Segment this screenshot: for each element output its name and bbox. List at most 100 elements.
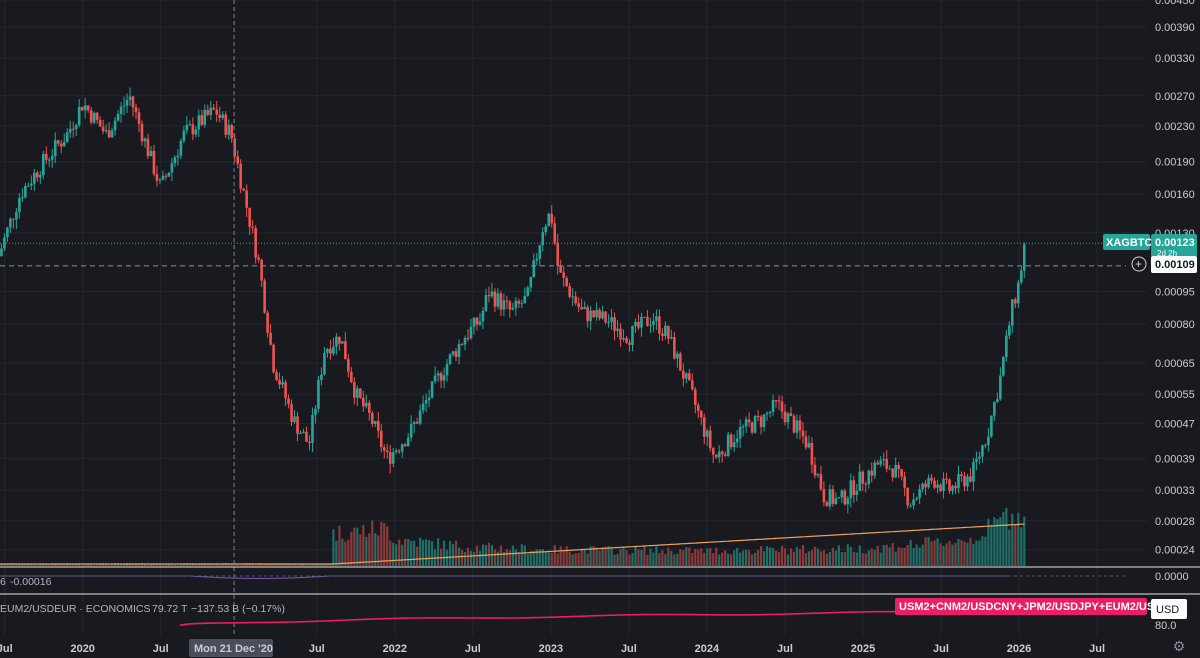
volume-bar	[466, 547, 470, 566]
volume-bar	[230, 564, 233, 566]
volume-bar	[936, 538, 939, 566]
candle-body	[412, 422, 416, 425]
volume-bar	[538, 549, 541, 566]
candle-body	[290, 403, 293, 423]
gear-icon[interactable]: ⚙	[1172, 638, 1186, 654]
plus-icon[interactable]: +	[1135, 257, 1142, 271]
volume-bar	[879, 552, 882, 566]
candle-body	[119, 106, 123, 115]
candle-body	[738, 426, 742, 439]
volume-bar	[179, 564, 182, 566]
candle-body	[604, 311, 607, 323]
candle-body	[574, 296, 577, 304]
candle-body	[496, 293, 500, 307]
volume-bar	[912, 548, 915, 566]
currency-badge-bg[interactable]	[1151, 599, 1187, 619]
volume-bar	[206, 564, 209, 566]
candle-body	[47, 159, 51, 161]
y-tick-label: 0.00065	[1155, 358, 1195, 370]
volume-bar	[508, 550, 511, 566]
volume-bar	[664, 554, 667, 566]
volume-bar	[96, 564, 99, 566]
candle-body	[1022, 244, 1026, 271]
volume-bar	[966, 542, 969, 566]
time-axis[interactable]: Jul 2020 Jul Jul 2022 Jul 2023 Jul 2024 Jul 2025 Ju…	[0, 643, 1105, 655]
candle-body	[538, 245, 542, 259]
candle-body	[819, 474, 823, 490]
volume-bar	[107, 564, 111, 566]
volume-bar	[870, 548, 873, 566]
candle-body	[9, 218, 12, 228]
volume-bar	[42, 564, 45, 566]
candle-body	[990, 415, 993, 437]
candle-body	[403, 444, 407, 447]
y-tick-label: 0.00390	[1155, 22, 1195, 34]
volume-bar	[1023, 516, 1026, 566]
candle-body	[673, 337, 676, 359]
candle-body	[981, 445, 984, 457]
candle-body	[314, 408, 317, 415]
candle-body	[308, 441, 311, 444]
candle-body	[1014, 299, 1017, 304]
candle-body	[685, 373, 688, 379]
volume-bar	[924, 537, 927, 566]
candle-body	[762, 414, 766, 427]
candle-body	[487, 295, 491, 297]
y-tick-label: 0.00095	[1155, 287, 1195, 299]
candle-body	[338, 336, 341, 344]
candle-body	[601, 311, 604, 319]
candle-body	[903, 476, 906, 488]
candle-body	[499, 293, 503, 310]
volume-bar	[535, 549, 538, 566]
volume-bar	[891, 543, 894, 566]
volume-bar	[583, 548, 586, 566]
indicator-2-axis-value: 80.0	[1155, 620, 1176, 632]
last-price-badge: 0.00123	[1155, 237, 1195, 249]
candle-body	[523, 295, 527, 304]
candle-body	[197, 115, 201, 130]
candle-body	[209, 107, 213, 115]
volume-bar	[263, 564, 266, 566]
volume-bar	[529, 551, 532, 566]
candle-body	[771, 400, 775, 412]
volume-bar	[969, 537, 972, 566]
volume-bar	[619, 548, 622, 566]
currency-badge[interactable]: USD	[1156, 604, 1179, 616]
candle-body	[786, 413, 790, 423]
volume-bar	[858, 545, 861, 566]
volume-bar	[380, 521, 383, 566]
add-alert-button[interactable]	[1131, 256, 1147, 272]
volume-bar	[637, 549, 640, 566]
volume-bar	[371, 520, 374, 566]
volume-bar	[685, 547, 688, 566]
x-tick-label: Jul	[153, 643, 169, 655]
volume-bar	[754, 552, 757, 566]
volume-bar	[143, 564, 147, 566]
y-tick-label: 0.00160	[1155, 189, 1195, 201]
volume-bar	[266, 563, 269, 566]
volume-bar	[99, 563, 102, 566]
price-axis[interactable]: 0.00450 0.00390 0.00330 0.00270 0.00230 0.001…	[1155, 0, 1195, 557]
candle-body	[661, 333, 664, 337]
candle-body	[173, 157, 177, 164]
countdown-label: 2d 2h	[1157, 249, 1177, 258]
volume-bar	[652, 552, 655, 566]
volume-bar	[688, 547, 691, 566]
volume-bar	[852, 551, 855, 566]
volume-bar	[413, 540, 416, 566]
candle-body	[242, 188, 245, 191]
volume-bar	[897, 547, 900, 566]
candle-body	[30, 183, 33, 186]
candle-body	[556, 242, 560, 266]
volume-bar	[903, 547, 906, 566]
volume-bar	[843, 552, 846, 566]
volume-bar	[460, 549, 464, 566]
volume-bar	[39, 563, 42, 566]
volume-bar	[134, 563, 138, 566]
candle-body	[876, 462, 880, 465]
volume-bar	[93, 564, 96, 566]
candle-body	[541, 232, 545, 246]
volume-bar	[353, 527, 356, 566]
candle-body	[565, 278, 568, 287]
